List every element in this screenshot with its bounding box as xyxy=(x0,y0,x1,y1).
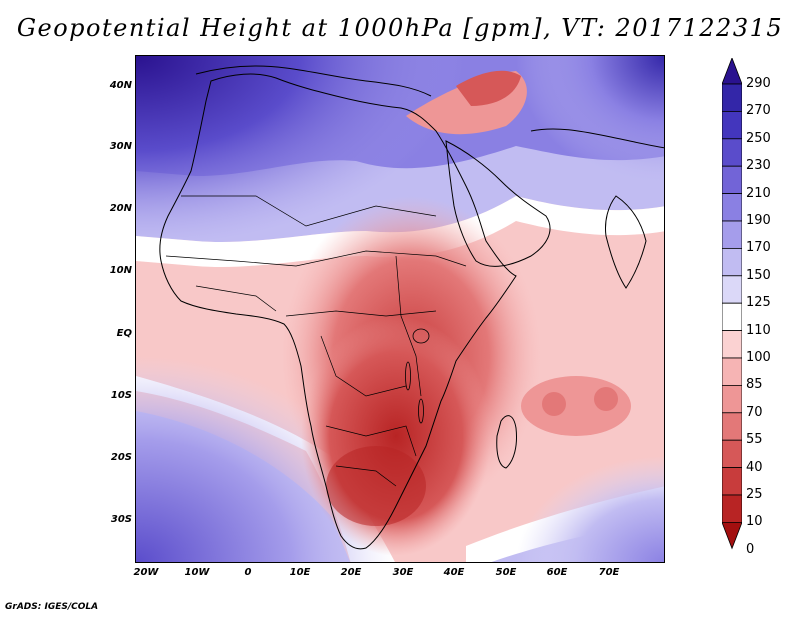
colorbar-label: 100 xyxy=(746,350,771,365)
border-sahara xyxy=(181,195,437,227)
colorbar-bottom-arrow xyxy=(722,522,742,550)
lat-label: 30S xyxy=(110,514,132,525)
colorbar-label: 110 xyxy=(746,322,771,338)
colorbar-label: 55 xyxy=(746,432,763,448)
colorbar-swatch xyxy=(722,220,742,249)
border-congo xyxy=(320,335,407,397)
lon-label: 10W xyxy=(184,567,210,578)
field-low-kalahari xyxy=(326,446,426,526)
lon-label: 20W xyxy=(133,567,159,578)
arabia-coastline xyxy=(445,140,551,267)
colorbar-label: 150 xyxy=(746,267,771,283)
colorbar-label: 70 xyxy=(746,404,763,420)
colorbar-swatch xyxy=(722,247,742,277)
field-neutral-north xyxy=(136,196,664,268)
africa-coastline xyxy=(159,73,517,550)
field-high-ne xyxy=(516,56,664,186)
border-south xyxy=(325,425,417,457)
colorbar-label: 25 xyxy=(746,487,763,502)
colorbar-swatch xyxy=(722,412,742,441)
colorbar-swatch xyxy=(722,302,742,331)
colorbar-swatch xyxy=(722,111,742,140)
colorbar-swatch xyxy=(722,165,742,194)
border-southern-africa xyxy=(335,465,397,487)
colorbar-label: 40 xyxy=(746,459,763,475)
footer-credit: GrADS: IGES/COLA xyxy=(5,602,99,612)
lon-label: 20E xyxy=(340,567,362,578)
map-title: Geopotential Height at 1000hPa [gpm], VT… xyxy=(16,14,784,42)
colorbar-swatch xyxy=(722,83,742,112)
colorbar-swatch xyxy=(722,357,742,386)
lakes xyxy=(405,328,430,424)
field-high-se-core xyxy=(516,456,664,562)
europe-coastline xyxy=(195,65,432,97)
colorbar-label: 190 xyxy=(746,213,771,228)
colorbar xyxy=(722,58,742,550)
border-west xyxy=(195,285,277,312)
colorbar-label: 210 xyxy=(746,185,771,201)
madagascar-coastline xyxy=(496,415,517,469)
border-central xyxy=(285,310,437,317)
lon-label: 10E xyxy=(289,567,311,578)
colorbar-swatch xyxy=(722,138,742,167)
colorbar-label: 170 xyxy=(746,240,771,256)
lat-label: 30N xyxy=(109,141,132,152)
lat-label: EQ xyxy=(116,328,132,339)
colorbar-label: 85 xyxy=(746,377,763,393)
colorbar-label: 0 xyxy=(746,541,755,557)
asia-coastline xyxy=(530,128,664,149)
colorbar-swatch xyxy=(722,384,742,414)
border-sahel xyxy=(165,250,467,267)
lake-malawi xyxy=(418,398,424,424)
colorbar-top-arrow xyxy=(722,58,742,85)
colorbar-label: 270 xyxy=(746,103,771,119)
colorbar-label: 250 xyxy=(746,130,771,146)
lake-tanganyika xyxy=(405,361,411,391)
india-coastline xyxy=(605,195,647,289)
field-low-io-cell-2 xyxy=(594,387,618,411)
lat-label: 20S xyxy=(110,452,132,463)
coastlines xyxy=(159,65,664,550)
lon-label: 40E xyxy=(443,567,465,578)
colorbar-swatch xyxy=(722,330,742,359)
lat-label: 20N xyxy=(109,203,132,214)
lon-label: 70E xyxy=(598,567,620,578)
geopotential-field xyxy=(136,56,664,562)
colorbar-swatch xyxy=(722,467,742,496)
lat-label: 40N xyxy=(109,80,132,91)
lat-label: 10N xyxy=(109,265,132,276)
colorbar-swatch xyxy=(722,193,742,222)
country-borders xyxy=(165,195,467,487)
lon-label: 30E xyxy=(392,567,414,578)
field-low-anatolia-core xyxy=(456,70,521,106)
map-panel xyxy=(135,55,665,563)
colorbar-swatch xyxy=(722,494,742,523)
lon-label: 0 xyxy=(244,567,252,578)
colorbar-swatch xyxy=(722,439,742,469)
lake-victoria xyxy=(412,328,430,344)
field-low-io-cell-1 xyxy=(542,392,566,416)
lat-label: 10S xyxy=(110,390,132,401)
colorbar-label: 125 xyxy=(746,295,771,311)
colorbar-label: 10 xyxy=(746,514,763,530)
border-east xyxy=(395,255,422,397)
colorbar-swatch xyxy=(722,275,742,304)
colorbar-label: 290 xyxy=(746,76,771,91)
lon-label: 60E xyxy=(546,567,568,578)
colorbar-label: 230 xyxy=(746,158,771,174)
lon-label: 50E xyxy=(495,567,517,578)
